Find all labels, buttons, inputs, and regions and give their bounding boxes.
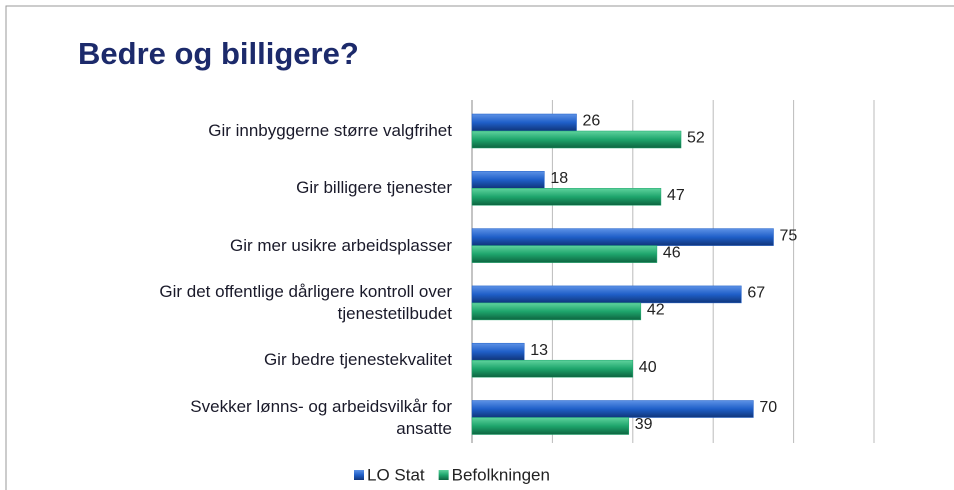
value-label: 13 xyxy=(530,342,548,359)
value-label: 70 xyxy=(759,399,777,416)
frame xyxy=(5,5,954,490)
value-label: 46 xyxy=(663,244,681,261)
bar xyxy=(471,359,634,378)
bar xyxy=(471,302,642,321)
value-label: 40 xyxy=(639,359,657,376)
bar xyxy=(471,113,577,132)
value-label: 39 xyxy=(635,416,653,433)
value-label: 42 xyxy=(647,302,665,319)
legend-swatch xyxy=(438,470,449,480)
bar xyxy=(471,342,525,361)
bar xyxy=(471,228,774,246)
category-label: Svekker lønns- og arbeidsvilkår for ansa… xyxy=(190,396,452,438)
value-label: 67 xyxy=(747,285,765,302)
value-label: 75 xyxy=(780,227,798,244)
legend-swatch xyxy=(354,470,364,480)
bar xyxy=(471,130,682,149)
legend-label: Befolkningen xyxy=(452,465,550,484)
value-label: 26 xyxy=(583,113,601,130)
chart-title: Bedre og billigere? xyxy=(78,36,359,71)
bar xyxy=(471,171,545,189)
bar xyxy=(471,417,630,435)
category-label: Gir bedre tjenestekvalitet xyxy=(263,350,452,370)
value-label: 18 xyxy=(550,170,568,187)
bar xyxy=(471,400,754,418)
value-label: 47 xyxy=(667,187,685,204)
category-label: Gir mer usikre arbeidsplasser xyxy=(229,235,452,255)
category-label: Gir billigere tjenester xyxy=(296,178,452,198)
bar xyxy=(471,285,742,304)
bar xyxy=(471,188,662,206)
bar xyxy=(471,245,658,263)
value-label: 52 xyxy=(687,130,705,147)
category-label: Gir innbyggerne større valgfrihet xyxy=(208,121,452,140)
legend-label: LO Stat xyxy=(367,465,425,484)
category-label: Gir det offentlige dårligere kontroll ov… xyxy=(159,281,452,323)
